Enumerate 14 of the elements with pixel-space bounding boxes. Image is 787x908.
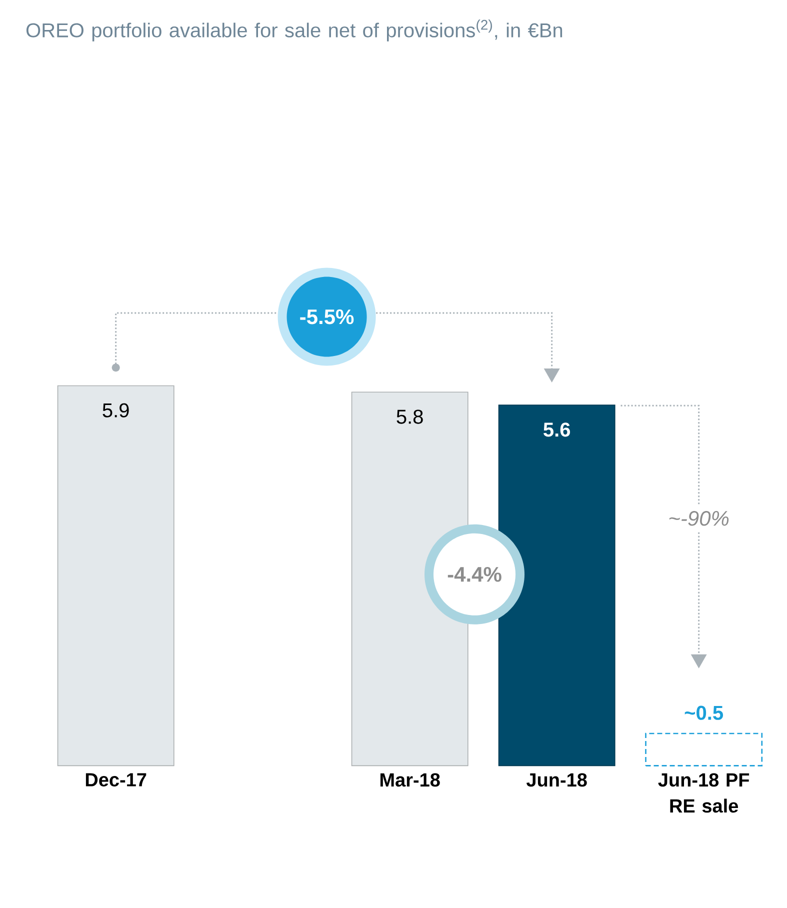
x-tick-label: Dec-17 [86, 773, 146, 786]
annotation: -4.4% [448, 567, 502, 582]
annotation: ~-90% [669, 510, 729, 526]
x-tick-label: Jun-18 PF RE sale [658, 773, 750, 813]
x-tick-label: Mar-18 [380, 773, 440, 787]
x-tick-label: Jun-18 [526, 773, 587, 787]
data-label: 5.8 [396, 410, 423, 424]
bar [57, 385, 174, 766]
data-label: ~0.5 [684, 706, 724, 720]
data-label: 5.6 [544, 422, 570, 437]
text: -5.5% [300, 309, 354, 324]
data-label: 5.9 [102, 403, 129, 418]
bar [645, 732, 763, 766]
chart-title: OREO portfolio available for sale net of provisions$^{(2)}$, in €Bn [26, 20, 562, 42]
